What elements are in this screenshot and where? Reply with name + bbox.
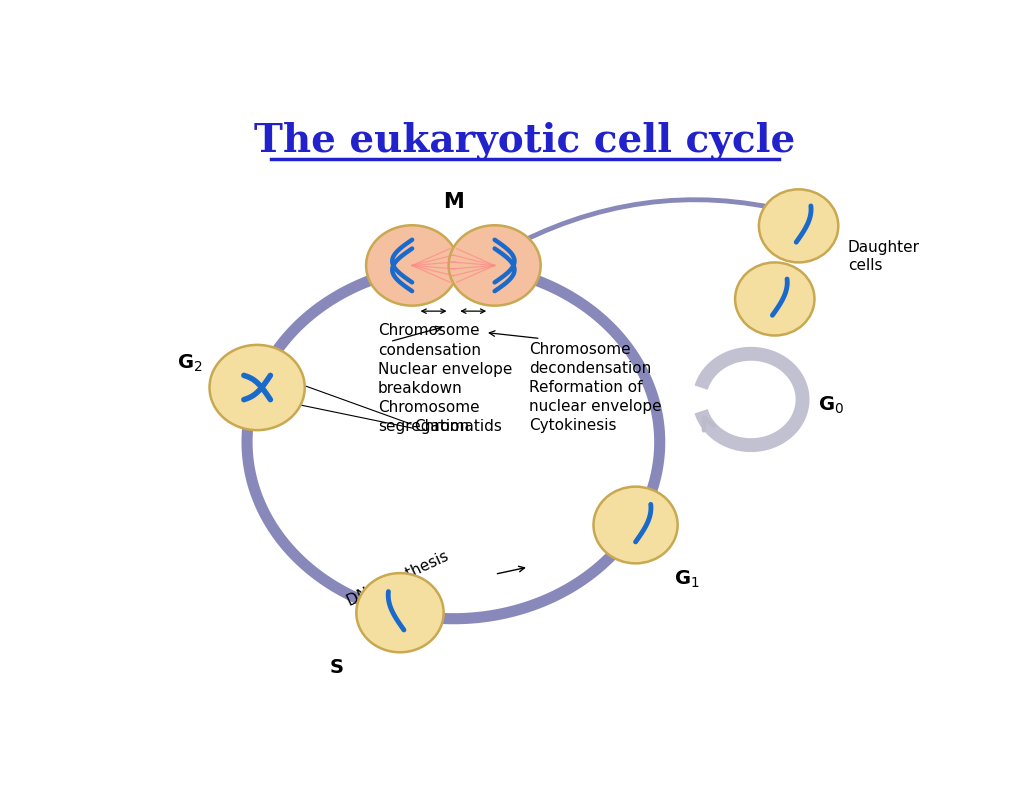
Text: Chromosome
condensation
Nuclear envelope
breakdown
Chromosome
segregation: Chromosome condensation Nuclear envelope… bbox=[378, 324, 512, 434]
Text: Daughter
cells: Daughter cells bbox=[848, 240, 920, 273]
Ellipse shape bbox=[366, 225, 458, 305]
Text: G$_1$: G$_1$ bbox=[675, 570, 700, 590]
Ellipse shape bbox=[356, 573, 443, 653]
Ellipse shape bbox=[759, 189, 839, 263]
Text: Chromosome
decondensation
Reformation of
nuclear envelope
Cytokinesis: Chromosome decondensation Reformation of… bbox=[528, 342, 662, 433]
Text: G$_2$: G$_2$ bbox=[177, 353, 203, 374]
Text: The eukaryotic cell cycle: The eukaryotic cell cycle bbox=[254, 121, 796, 160]
Ellipse shape bbox=[449, 225, 541, 305]
Text: M: M bbox=[443, 191, 464, 211]
Ellipse shape bbox=[594, 486, 678, 563]
Text: G$_0$: G$_0$ bbox=[818, 395, 845, 416]
Text: DNA synthesis: DNA synthesis bbox=[345, 549, 451, 609]
Ellipse shape bbox=[735, 263, 814, 335]
Ellipse shape bbox=[210, 345, 305, 430]
Text: S: S bbox=[330, 658, 343, 677]
Text: Chromatids: Chromatids bbox=[414, 419, 502, 434]
